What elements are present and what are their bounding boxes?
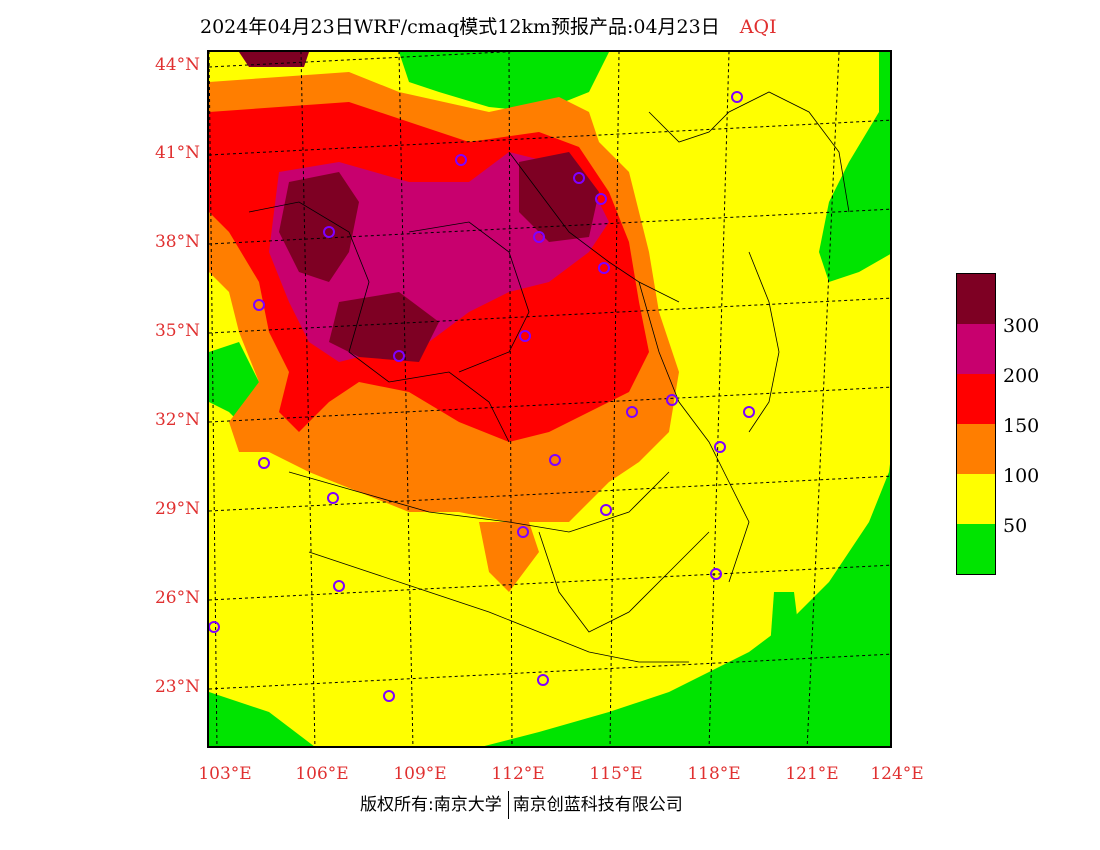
title-text: 2024年04月23日WRF/cmaq模式12km预报产品:04月23日 [200,16,720,38]
lon-label-106: 106°E [295,764,349,784]
variable-label: AQI [739,16,777,38]
usg-area-south [479,522,539,592]
good-area-north-strip [399,52,609,112]
legend-label-300: 300 [1003,315,1040,337]
map-title: 2024年04月23日WRF/cmaq模式12km预报产品:04月23日 AQI [200,12,777,39]
lat-label-41: 41°N [154,143,200,163]
copyright-left: 版权所有:南京大学 [360,795,502,815]
copyright-footer: 版权所有:南京大学 南京创蓝科技有限公司 [360,790,683,819]
copyright-right: 南京创蓝科技有限公司 [512,795,683,815]
hazardous-area-top [239,52,309,67]
province-boundaries [248,91,850,663]
aqi-map [207,50,892,748]
lon-label-112: 112°E [491,764,545,784]
lon-label-115: 115°E [589,764,643,784]
legend-swatch-very-unhealthy [957,324,995,374]
lon-label-121: 121°E [785,764,839,784]
lat-label-32: 32°N [154,410,200,430]
legend-swatch-good [957,524,995,574]
legend-swatch-usg [957,424,995,474]
aqi-map-svg [209,52,890,746]
hazardous-area-west [279,172,359,282]
good-area-taiwan [769,592,799,682]
lat-label-35: 35°N [154,321,200,341]
aqi-legend [956,273,996,575]
legend-swatch-unhealthy [957,374,995,424]
city-markers [209,91,755,702]
lat-label-38: 38°N [154,232,200,252]
footer-divider [507,791,509,819]
legend-label-100: 100 [1003,465,1040,487]
lon-label-118: 118°E [687,764,741,784]
hazardous-area-center [329,292,439,362]
legend-label-150: 150 [1003,415,1040,437]
good-area-southwest [209,692,314,746]
lon-label-124: 124°E [870,764,924,784]
good-area-northeast [819,52,890,282]
lon-label-103: 103°E [198,764,252,784]
hazardous-area-north [519,152,599,242]
graticule [209,52,890,746]
legend-swatch-moderate [957,474,995,524]
lat-label-26: 26°N [154,588,200,608]
legend-swatch-hazardous [957,274,995,324]
lat-label-44: 44°N [154,55,200,75]
lat-label-23: 23°N [154,677,200,697]
good-area-east-sea [484,464,890,746]
legend-label-50: 50 [1003,515,1028,537]
lon-label-109: 109°E [393,764,447,784]
lat-label-29: 29°N [154,499,200,519]
legend-label-200: 200 [1003,365,1040,387]
